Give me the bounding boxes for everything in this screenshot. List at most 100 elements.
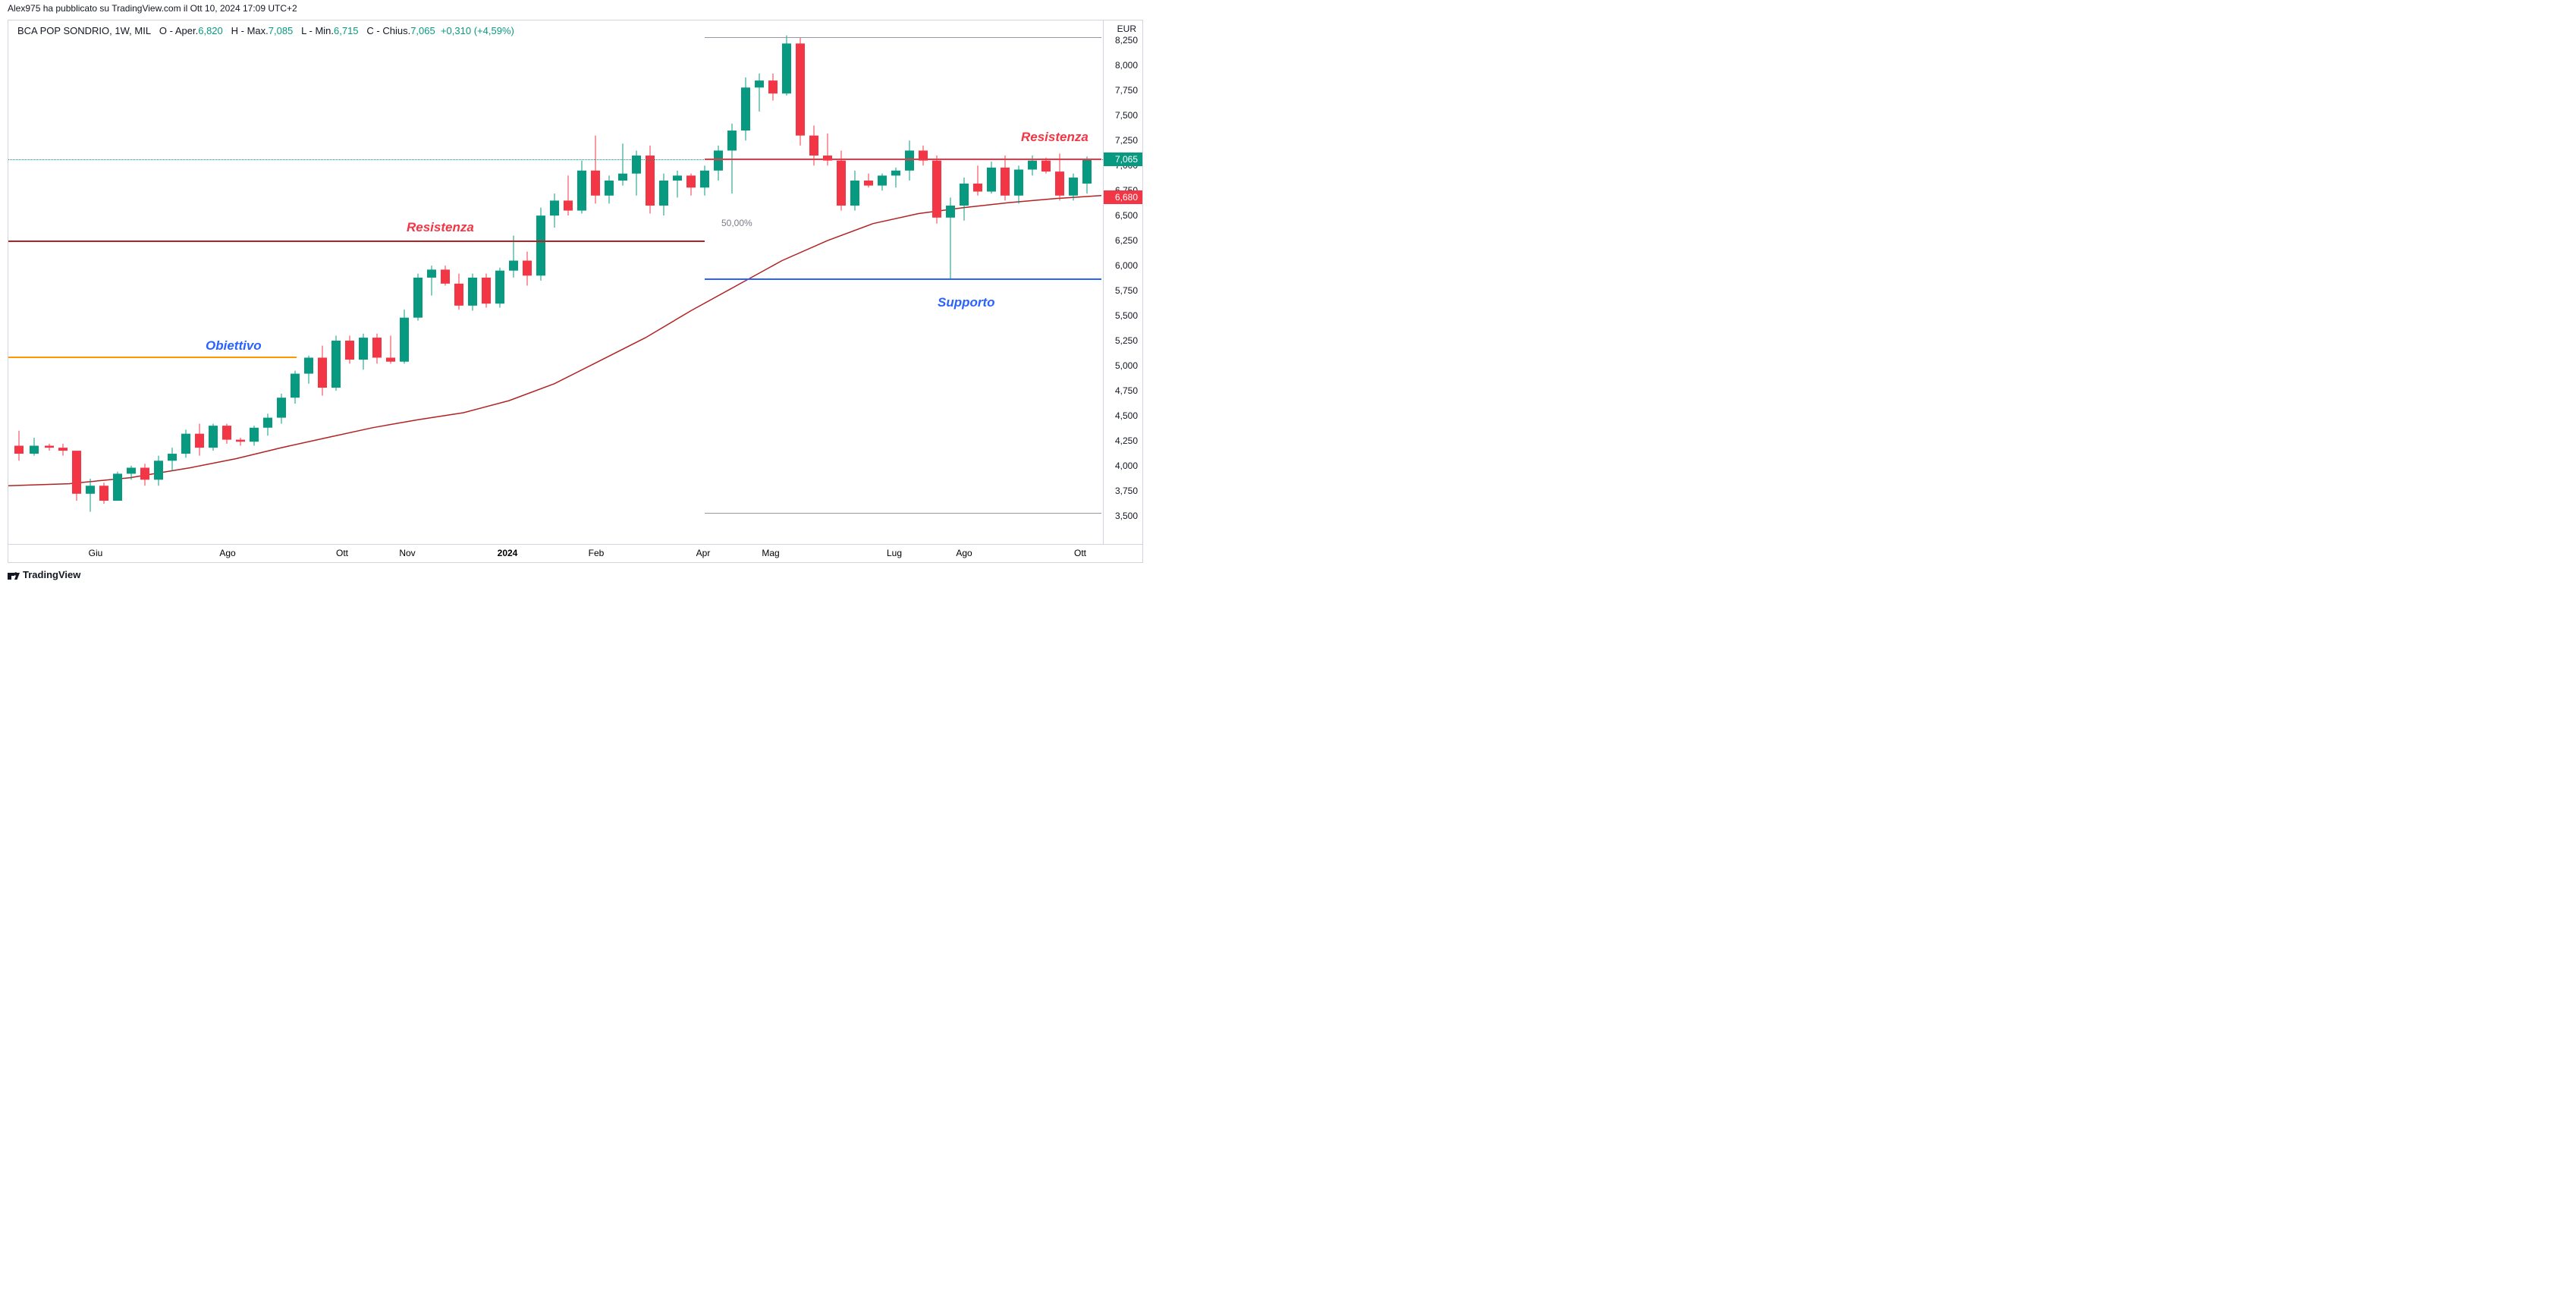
candle[interactable] [168, 454, 177, 461]
candle[interactable] [564, 200, 573, 210]
candle[interactable] [632, 156, 641, 174]
candle[interactable] [850, 181, 859, 206]
chart-panel[interactable]: BCA POP SONDRIO, 1W, MIL O - Aper.6,820 … [8, 20, 1143, 563]
candle[interactable] [181, 434, 190, 454]
horizontal-line[interactable] [8, 240, 705, 242]
candle[interactable] [550, 200, 559, 215]
candle[interactable] [359, 338, 368, 360]
candle[interactable] [331, 341, 341, 388]
candle[interactable] [250, 428, 259, 442]
candle[interactable] [659, 181, 668, 206]
candle[interactable] [591, 171, 600, 196]
candle[interactable] [263, 418, 272, 428]
x-tick: Lug [887, 548, 902, 558]
candle[interactable] [30, 445, 39, 454]
horizontal-line[interactable] [705, 278, 1101, 280]
annotation-label[interactable]: Supporto [938, 295, 995, 310]
candle[interactable] [482, 278, 491, 303]
candle[interactable] [1069, 178, 1078, 196]
candle[interactable] [304, 357, 313, 373]
candle[interactable] [45, 445, 54, 448]
candle[interactable] [523, 261, 532, 276]
candle[interactable] [14, 445, 24, 454]
candle[interactable] [1055, 171, 1064, 196]
candle[interactable] [209, 426, 218, 448]
plot-area[interactable]: Obiettivo Resistenza Resistenza Supporto 50,… [8, 20, 1103, 544]
candle[interactable] [1028, 161, 1037, 170]
candle[interactable] [386, 357, 395, 361]
candle[interactable] [441, 269, 450, 283]
horizontal-line[interactable] [705, 513, 1101, 514]
candle[interactable] [878, 175, 887, 185]
candle[interactable] [960, 184, 969, 206]
candle[interactable] [58, 448, 68, 451]
candle[interactable] [686, 175, 696, 187]
candle[interactable] [99, 486, 108, 501]
candle[interactable] [946, 206, 955, 218]
moving-average-line[interactable] [8, 196, 1101, 486]
candle[interactable] [973, 184, 982, 192]
publish-info: Alex975 ha pubblicato su TradingView.com… [0, 0, 1151, 17]
candle[interactable] [195, 434, 204, 448]
candle[interactable] [345, 341, 354, 360]
candle[interactable] [727, 130, 737, 150]
candle[interactable] [127, 468, 136, 474]
candle[interactable] [427, 269, 436, 278]
candle[interactable] [86, 486, 95, 494]
x-tick: Mag [762, 548, 779, 558]
annotation-label[interactable]: 50,00% [721, 218, 752, 228]
candle[interactable] [1001, 168, 1010, 196]
candle[interactable] [796, 43, 805, 135]
candle[interactable] [154, 461, 163, 479]
candle[interactable] [413, 278, 423, 318]
candle[interactable] [837, 161, 846, 206]
candle[interactable] [741, 87, 750, 130]
candle[interactable] [113, 473, 122, 501]
candle[interactable] [646, 156, 655, 206]
candle[interactable] [891, 171, 900, 176]
candle[interactable] [577, 171, 586, 211]
candle[interactable] [700, 171, 709, 187]
candle[interactable] [809, 136, 818, 156]
candle[interactable] [372, 338, 382, 357]
annotation-label[interactable]: Resistenza [407, 220, 474, 235]
candle[interactable] [1041, 161, 1051, 172]
candle[interactable] [755, 80, 764, 87]
x-tick: 2024 [498, 548, 518, 558]
candle[interactable] [1082, 159, 1092, 184]
candle[interactable] [782, 43, 791, 93]
candle[interactable] [864, 181, 873, 186]
candle[interactable] [932, 161, 941, 218]
candle[interactable] [768, 80, 778, 93]
candle[interactable] [1014, 170, 1023, 196]
y-tick: 4,500 [1115, 410, 1138, 421]
candle[interactable] [72, 451, 81, 494]
candle[interactable] [318, 357, 327, 388]
y-tick: 7,250 [1115, 135, 1138, 146]
annotation-label[interactable]: Obiettivo [206, 338, 262, 354]
candle[interactable] [905, 150, 914, 170]
annotation-label[interactable]: Resistenza [1021, 130, 1089, 145]
candle[interactable] [673, 175, 682, 181]
candle[interactable] [140, 468, 149, 480]
x-axis[interactable]: GiuAgoOttNov2024FebAprMagLugAgoOtt [8, 544, 1142, 562]
candle[interactable] [277, 398, 286, 417]
candle[interactable] [454, 284, 463, 306]
horizontal-line[interactable] [705, 159, 1101, 160]
candle[interactable] [291, 374, 300, 398]
candle[interactable] [605, 181, 614, 196]
candle[interactable] [222, 426, 231, 439]
candle[interactable] [618, 174, 627, 181]
candle[interactable] [236, 440, 245, 442]
candle[interactable] [987, 168, 996, 192]
y-axis[interactable]: EUR 3,5003,7504,0004,2504,5004,7505,0005… [1103, 20, 1142, 544]
candle[interactable] [509, 261, 518, 271]
candle[interactable] [468, 278, 477, 306]
y-tick: 6,000 [1115, 260, 1138, 271]
candle[interactable] [400, 318, 409, 362]
horizontal-line[interactable] [8, 357, 297, 358]
candle[interactable] [714, 150, 723, 170]
horizontal-line[interactable] [705, 37, 1101, 38]
candle[interactable] [495, 271, 504, 304]
candle[interactable] [536, 215, 545, 275]
